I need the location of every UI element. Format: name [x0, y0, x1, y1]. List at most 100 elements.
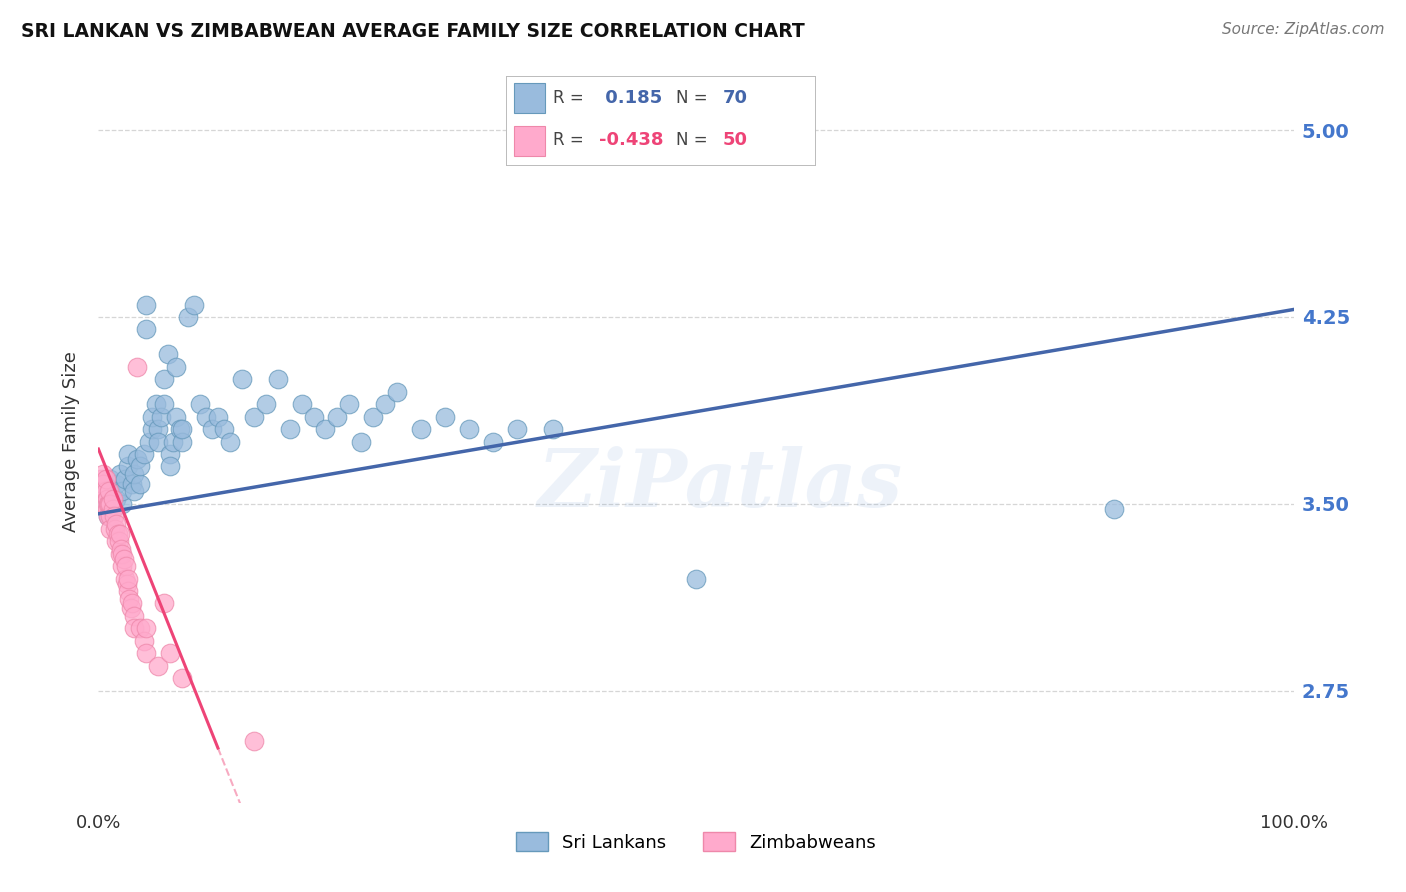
Point [243, 409, 266, 424]
Point [350, 434, 373, 449]
Point [115, 576, 138, 591]
Point [541, 422, 564, 436]
Point [159, 646, 181, 660]
Y-axis label: Average Family Size: Average Family Size [62, 351, 80, 532]
Point [91, 484, 114, 499]
Point [98, 484, 122, 499]
Point [98, 509, 122, 524]
Point [97, 509, 120, 524]
Point [135, 621, 157, 635]
Point [121, 597, 143, 611]
Point [135, 322, 157, 336]
Point [91, 467, 114, 481]
Point [219, 434, 242, 449]
Point [165, 359, 187, 374]
Point [94, 472, 117, 486]
Point [156, 347, 179, 361]
Point [207, 409, 229, 424]
Point [141, 409, 163, 424]
Point [385, 384, 409, 399]
Text: 70: 70 [723, 89, 748, 107]
Point [145, 397, 167, 411]
Point [135, 646, 157, 660]
Point [172, 422, 194, 436]
Point [132, 447, 155, 461]
Point [125, 452, 148, 467]
Point [111, 497, 134, 511]
Point [97, 509, 120, 524]
Point [685, 572, 707, 586]
Point [114, 572, 136, 586]
Point [108, 526, 131, 541]
Point [411, 422, 433, 436]
Point [105, 516, 128, 531]
Point [120, 601, 142, 615]
Point [98, 522, 122, 536]
Point [148, 422, 170, 436]
Point [108, 547, 131, 561]
Point [183, 297, 205, 311]
Point [141, 422, 163, 436]
Point [254, 397, 277, 411]
Point [98, 497, 122, 511]
Point [363, 409, 385, 424]
Point [112, 551, 135, 566]
Point [153, 397, 176, 411]
Point [110, 541, 132, 556]
Point [177, 310, 200, 324]
Point [458, 422, 481, 436]
Point [148, 434, 170, 449]
Point [117, 584, 139, 599]
Point [159, 447, 181, 461]
Point [125, 359, 148, 374]
Text: SRI LANKAN VS ZIMBABWEAN AVERAGE FAMILY SIZE CORRELATION CHART: SRI LANKAN VS ZIMBABWEAN AVERAGE FAMILY … [21, 22, 804, 41]
Text: N =: N = [676, 89, 713, 107]
Point [105, 491, 128, 506]
Point [121, 476, 143, 491]
Point [117, 447, 139, 461]
Point [103, 509, 125, 524]
Point [96, 501, 118, 516]
Point [434, 409, 457, 424]
Point [278, 422, 301, 436]
Point [118, 591, 141, 606]
Text: 50: 50 [723, 131, 748, 149]
Point [481, 434, 505, 449]
Point [172, 434, 194, 449]
Point [162, 434, 184, 449]
Point [111, 559, 134, 574]
Point [138, 434, 160, 449]
Point [129, 459, 152, 474]
Point [506, 422, 529, 436]
Point [90, 472, 112, 486]
Point [149, 409, 172, 424]
Point [117, 459, 139, 474]
Point [105, 476, 128, 491]
Text: ZiPatlas: ZiPatlas [537, 446, 903, 524]
Point [104, 522, 127, 536]
Point [195, 409, 218, 424]
Point [231, 372, 253, 386]
Point [1104, 501, 1126, 516]
Point [93, 497, 115, 511]
Point [107, 534, 129, 549]
Text: N =: N = [676, 131, 713, 149]
Point [153, 372, 176, 386]
Point [169, 422, 191, 436]
Legend: Sri Lankans, Zimbabweans: Sri Lankans, Zimbabweans [509, 825, 883, 859]
Point [101, 501, 124, 516]
Point [101, 491, 124, 506]
Point [111, 547, 134, 561]
Point [165, 409, 187, 424]
Point [302, 409, 325, 424]
Point [291, 397, 314, 411]
Point [105, 534, 128, 549]
Point [267, 372, 290, 386]
Text: -0.438: -0.438 [599, 131, 664, 149]
Point [159, 459, 181, 474]
Text: Source: ZipAtlas.com: Source: ZipAtlas.com [1222, 22, 1385, 37]
Point [108, 467, 131, 481]
Point [339, 397, 361, 411]
Bar [513, 83, 544, 113]
Point [114, 472, 136, 486]
